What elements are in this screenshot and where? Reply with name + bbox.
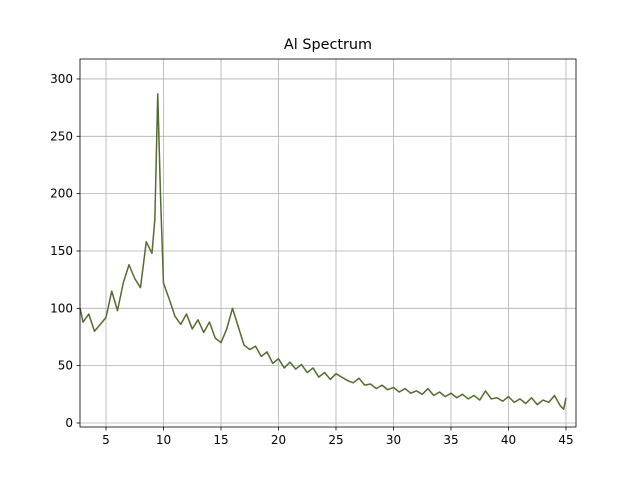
y-tick-label: 50 xyxy=(58,359,73,373)
x-tick-label: 40 xyxy=(501,433,516,447)
x-tick-label: 20 xyxy=(271,433,286,447)
y-tick-label: 100 xyxy=(50,301,73,315)
x-tick-label: 5 xyxy=(102,433,110,447)
x-tick-label: 45 xyxy=(558,433,573,447)
line-series xyxy=(79,93,567,410)
x-tick-label: 15 xyxy=(213,433,228,447)
chart-title: Al Spectrum xyxy=(284,37,372,53)
x-tick-label: 10 xyxy=(156,433,171,447)
plot-frame xyxy=(79,58,577,428)
y-tick-label: 300 xyxy=(50,72,73,86)
y-tick-label: 0 xyxy=(65,416,73,430)
y-tick-label: 250 xyxy=(50,129,73,143)
x-tick-label: 35 xyxy=(443,433,458,447)
y-tick-label: 200 xyxy=(50,187,73,201)
y-tick-label: 150 xyxy=(50,244,73,258)
x-tick-label: 30 xyxy=(386,433,401,447)
x-tick-label: 25 xyxy=(328,433,343,447)
